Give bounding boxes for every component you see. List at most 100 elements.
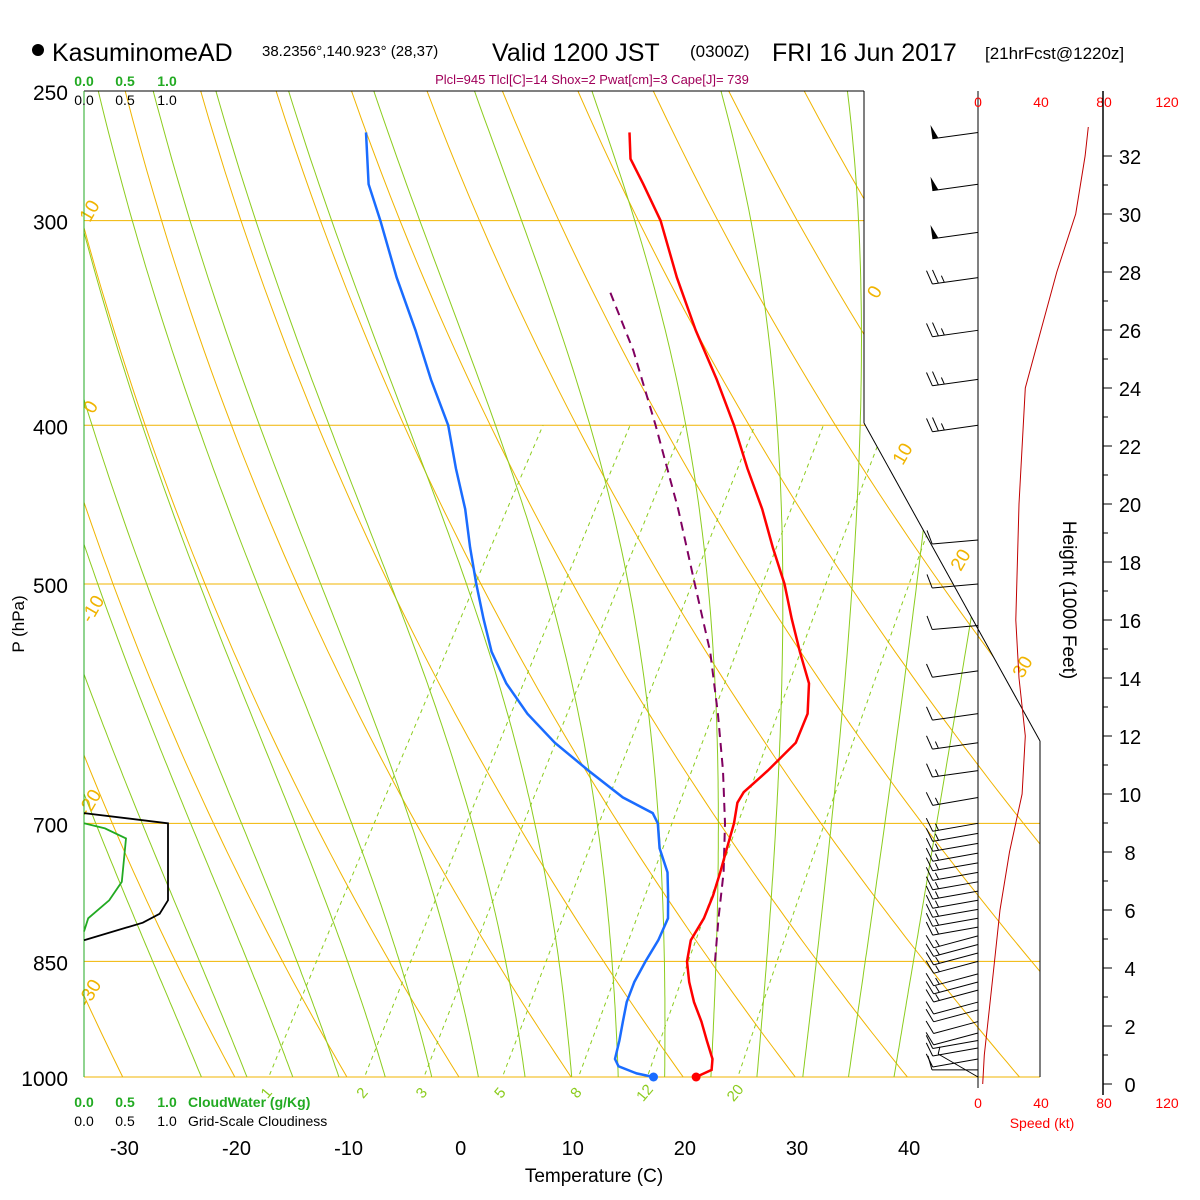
height-tick-label: 10 — [1119, 785, 1141, 807]
wind-barb-staff — [933, 943, 979, 957]
moist-adiabat — [463, 91, 666, 1077]
wind-barb-half-feather — [935, 993, 940, 1001]
wind-barb-half-feather — [934, 769, 939, 777]
dry-adiabat — [1087, 62, 1200, 1112]
wind-speed-tick-bottom: 40 — [1033, 1095, 1049, 1111]
cloudiness-tick-bottom: 0.5 — [115, 1113, 135, 1129]
wind-barb — [926, 615, 979, 630]
surface-dewpoint-dot — [649, 1072, 659, 1082]
wind-barb — [926, 763, 979, 778]
wind-barb-half-feather — [940, 328, 945, 336]
height-tick-label: 2 — [1124, 1017, 1135, 1039]
wind-barbs — [925, 125, 979, 1078]
pressure-tick-label: 400 — [33, 416, 68, 439]
wind-barb — [925, 935, 979, 949]
wind-barb-half-feather — [934, 823, 940, 831]
wind-barb-half-feather — [934, 927, 940, 935]
valid-time: Valid 1200 JST — [492, 39, 660, 67]
cloud-water-axis-label: CloudWater (g/Kg) — [188, 1094, 310, 1110]
wind-barb-staff — [932, 1058, 979, 1068]
wind-barb — [926, 322, 979, 338]
dry-adiabat — [490, 91, 1040, 1077]
wind-speed-tick-bottom: 80 — [1096, 1095, 1112, 1111]
wind-barb-feather — [926, 663, 933, 678]
height-tick-label: 24 — [1119, 379, 1141, 401]
temperature-axis: -30 -20 -10 0 10 20 30 40 — [110, 1138, 920, 1160]
wind-barb-feather — [925, 952, 935, 966]
dry-adiabat — [191, 91, 709, 1077]
wind-speed-axis-label: Speed (kt) — [1010, 1115, 1075, 1131]
wind-barb-staff — [932, 277, 979, 285]
wind-barb-half-feather — [940, 423, 945, 431]
dry-adiabat-label: 30 — [1009, 653, 1038, 682]
wind-barb-staff — [932, 822, 979, 832]
wind-barb — [926, 417, 979, 433]
wind-barb — [926, 574, 979, 589]
mixing-ratio-lines — [253, 425, 967, 1077]
wind-speed-tick-top: 40 — [1033, 94, 1049, 110]
cloud-water-tick-top: 1.0 — [157, 73, 177, 89]
wind-barb-half-feather — [934, 862, 940, 871]
dry-adiabat — [117, 91, 596, 1077]
wind-barb — [925, 973, 979, 987]
wind-barb-staff — [932, 842, 979, 852]
wind-barb — [925, 847, 979, 862]
wind-barb — [925, 1032, 979, 1046]
height-tick-label: 6 — [1124, 901, 1135, 923]
pressure-tick-label: 500 — [33, 575, 68, 598]
wind-barb — [926, 530, 979, 545]
wind-barb — [925, 857, 979, 872]
dry-adiabat — [84, 91, 482, 1077]
wind-barb-staff — [932, 231, 979, 240]
wind-barb-half-feather — [935, 985, 940, 993]
wind-barb-feather — [926, 706, 933, 721]
wind-barb-staff — [933, 935, 979, 949]
wind-barb-feather — [932, 371, 939, 386]
station-marker — [32, 44, 44, 56]
moist-adiabat — [91, 91, 441, 1077]
wind-barb — [925, 989, 979, 1003]
height-tick-label: 30 — [1119, 205, 1141, 227]
station-name: KasuminomeAD — [52, 39, 233, 67]
wind-barb-staff — [932, 832, 979, 842]
wind-barb-half-feather — [934, 833, 940, 841]
wind-barb — [925, 837, 979, 852]
height-tick-label: 12 — [1119, 727, 1141, 749]
moist-adiabat — [581, 91, 719, 1077]
height-axis-title: Height (1000 Feet) — [1058, 521, 1079, 679]
wind-barb-feather — [926, 574, 933, 589]
dry-adiabat — [84, 91, 255, 1077]
wind-barb-half-feather — [934, 797, 940, 805]
cloud-axes: 0.0 0.0 0.5 0.5 1.0 1.0 0.0 0.0 0.5 0.5 1.0 1.0 Clou… — [74, 73, 327, 1129]
wind-barb-staff — [932, 183, 979, 192]
dry-adiabat — [266, 91, 823, 1077]
pressure-tick-label: 850 — [33, 952, 68, 975]
wind-barb-feather — [926, 615, 933, 630]
wind-barb-staff — [932, 770, 979, 778]
wind-barb-staff — [932, 796, 979, 806]
moist-adiabat — [145, 91, 486, 1077]
moist-adiabats — [84, 91, 1040, 1077]
wind-barb-feather — [925, 885, 934, 900]
moist-adiabat — [887, 91, 1040, 1077]
mixing-ratio-label: 3 — [413, 1084, 431, 1101]
wind-barb-staff — [937, 1053, 979, 1078]
temperature-tick-label: -30 — [110, 1138, 139, 1160]
mixing-ratio-labels: 1 2 3 5 8 12 20 — [258, 1081, 748, 1105]
wind-barb-pennant — [930, 176, 939, 191]
valid-date: FRI 16 Jun 2017 — [772, 39, 957, 67]
wind-barb-feather — [925, 912, 934, 927]
wind-barb-staff — [932, 378, 979, 387]
wind-barb — [925, 1020, 979, 1034]
dry-adiabat — [863, 91, 1040, 1077]
dry-adiabat-label: 0 — [79, 397, 102, 417]
wind-barb-half-feather — [935, 948, 940, 956]
wind-barb-half-feather — [935, 956, 940, 964]
wind-barb-feather — [925, 989, 935, 1003]
wind-barb — [930, 125, 979, 140]
temperature-tick-label: 40 — [898, 1138, 920, 1160]
dry-adiabat-label: -10 — [77, 592, 109, 626]
